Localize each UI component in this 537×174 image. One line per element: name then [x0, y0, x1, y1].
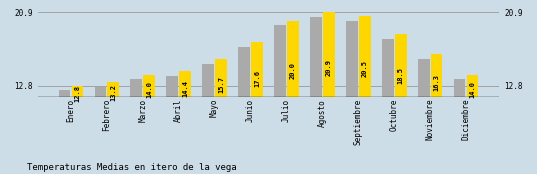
Bar — [395, 34, 407, 174]
Text: 20.5: 20.5 — [362, 60, 368, 77]
Bar — [274, 25, 286, 174]
Bar — [346, 21, 358, 174]
Bar — [95, 87, 106, 174]
Bar — [251, 42, 263, 174]
Bar — [287, 21, 299, 174]
Text: Temperaturas Medias en itero de la vega: Temperaturas Medias en itero de la vega — [27, 163, 236, 172]
Bar — [467, 75, 478, 174]
Text: 20.0: 20.0 — [290, 62, 296, 79]
Text: 14.0: 14.0 — [146, 81, 152, 98]
Bar — [143, 75, 155, 174]
Bar — [359, 16, 371, 174]
Bar — [130, 79, 142, 174]
Text: 18.5: 18.5 — [398, 67, 404, 84]
Text: 14.0: 14.0 — [470, 81, 476, 98]
Bar — [310, 17, 322, 174]
Text: 15.7: 15.7 — [218, 76, 224, 93]
Text: 16.3: 16.3 — [434, 74, 440, 91]
Text: 17.6: 17.6 — [254, 70, 260, 87]
Bar — [59, 90, 70, 174]
Text: 20.9: 20.9 — [326, 59, 332, 76]
Bar — [418, 58, 430, 174]
Bar — [71, 86, 83, 174]
Text: 12.8: 12.8 — [74, 85, 80, 102]
Bar — [166, 76, 178, 174]
Bar — [431, 54, 442, 174]
Bar — [323, 12, 335, 174]
Bar — [202, 64, 214, 174]
Bar — [215, 60, 227, 174]
Text: 13.2: 13.2 — [110, 84, 116, 101]
Text: 14.4: 14.4 — [182, 80, 188, 97]
Bar — [107, 82, 119, 174]
Bar — [382, 39, 394, 174]
Bar — [179, 71, 191, 174]
Bar — [238, 47, 250, 174]
Bar — [454, 79, 466, 174]
